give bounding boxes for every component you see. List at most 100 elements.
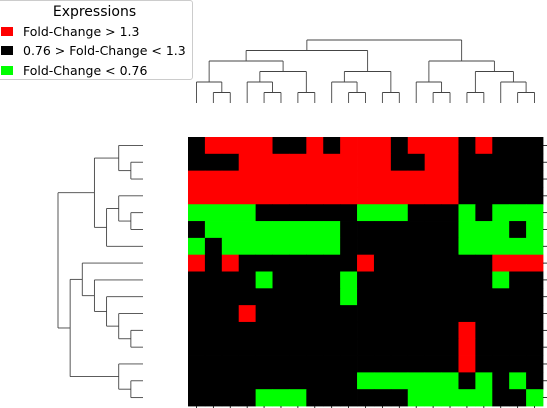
heatmap-cell (204, 170, 223, 188)
heatmap-cell (526, 187, 544, 205)
heatmap-cell (255, 254, 273, 272)
heatmap-cell (475, 137, 493, 155)
heatmap-cell (323, 170, 341, 188)
heatmap-cell (357, 153, 375, 172)
heatmap-cell (441, 204, 459, 222)
heatmap-cell (255, 389, 273, 407)
heatmap-cell (272, 271, 290, 289)
heatmap-cell (323, 372, 341, 390)
heatmap-cell (390, 137, 409, 155)
heatmap-cell (475, 153, 493, 172)
heatmap-cell (204, 153, 223, 172)
heatmap-cell (221, 389, 240, 407)
heatmap-cell (272, 372, 290, 390)
heatmap-cell (340, 355, 358, 373)
heatmap-cell (272, 187, 290, 205)
heatmap-cell (407, 187, 426, 205)
row-dendrogram (57, 144, 143, 399)
heatmap-cell (373, 271, 392, 289)
heatmap-cell (255, 372, 273, 390)
heatmap-cell (221, 321, 240, 340)
heatmap-cell (526, 321, 544, 340)
heatmap-cell (221, 221, 240, 239)
heatmap-cell (272, 355, 290, 373)
heatmap-cell (306, 305, 324, 323)
heatmap-cell (323, 221, 341, 239)
heatmap-cell (475, 237, 493, 256)
y-axis-ticks (543, 145, 547, 398)
heatmap-cell (255, 153, 273, 172)
heatmap-cell (458, 204, 476, 222)
heatmap-cell (306, 389, 324, 407)
heatmap-cell (340, 204, 358, 222)
legend-swatch-high (1, 26, 13, 36)
heatmap-cell (475, 321, 493, 340)
heatmap-cell (441, 237, 459, 256)
heatmap-cell (458, 355, 476, 373)
heatmap-cell (526, 355, 544, 373)
heatmap-cell (357, 271, 375, 289)
heatmap-cell (526, 170, 544, 188)
heatmap-cell (373, 389, 392, 407)
legend-label-high: Fold-Change > 1.3 (23, 23, 140, 39)
heatmap-cell (509, 305, 527, 323)
heatmap-cell (323, 321, 341, 340)
heatmap-cell (424, 355, 442, 373)
heatmap-cell (255, 338, 273, 356)
heatmap-cell (340, 271, 358, 289)
heatmap-cell (289, 221, 307, 239)
heatmap-cell (526, 254, 544, 272)
heatmap-cell (458, 305, 476, 323)
heatmap-cell (221, 137, 240, 155)
heatmap-cell (323, 237, 341, 256)
heatmap-cell (306, 137, 324, 155)
heatmap-cell (458, 389, 476, 407)
heatmap-cell (221, 338, 240, 356)
heatmap-cell (306, 187, 324, 205)
heatmap-cell (424, 305, 442, 323)
heatmap-cell (357, 137, 375, 155)
heatmap-cell (424, 153, 442, 172)
heatmap-cell (188, 271, 206, 289)
heatmap-cell (407, 170, 426, 188)
heatmap-cell (204, 271, 223, 289)
heatmap-cell (492, 237, 510, 256)
heatmap-cell (407, 204, 426, 222)
heatmap-cell (357, 237, 375, 256)
heatmap-cell (441, 372, 459, 390)
heatmap-cell (458, 137, 476, 155)
heatmap-cell (289, 187, 307, 205)
heatmap-cell (458, 338, 476, 356)
heatmap-cell (357, 187, 375, 205)
heatmap-cell (204, 372, 223, 390)
heatmap-cell (272, 153, 290, 172)
heatmap-cell (492, 321, 510, 340)
heatmap-cell (424, 338, 442, 356)
heatmap-cell (492, 221, 510, 239)
legend-entry-low: Fold-Change < 0.76 (1, 61, 147, 79)
heatmap-cell (424, 271, 442, 289)
heatmap-cell (255, 237, 273, 256)
heatmap-cell (204, 237, 223, 256)
heatmap-cell (373, 137, 392, 155)
heatmap-cell (289, 305, 307, 323)
heatmap-cell (289, 254, 307, 272)
heatmap-cell (340, 221, 358, 239)
heatmap-cell (238, 137, 257, 155)
heatmap-cell (407, 288, 426, 306)
heatmap-cell (441, 137, 459, 155)
heatmap-cell (357, 372, 375, 390)
heatmap-cell (357, 321, 375, 340)
heatmap-cell (204, 305, 223, 323)
heatmap-cell (204, 355, 223, 373)
heatmap-cell (390, 355, 409, 373)
heatmap-cell (340, 237, 358, 256)
heatmap-cell (526, 237, 544, 256)
heatmap-cell (373, 305, 392, 323)
heatmap-cell (390, 305, 409, 323)
legend-title: Expressions (52, 4, 137, 20)
heatmap-cell (458, 153, 476, 172)
heatmap-cell (475, 338, 493, 356)
heatmap-cell (424, 288, 442, 306)
legend-entry-high: Fold-Change > 1.3 (1, 22, 139, 40)
